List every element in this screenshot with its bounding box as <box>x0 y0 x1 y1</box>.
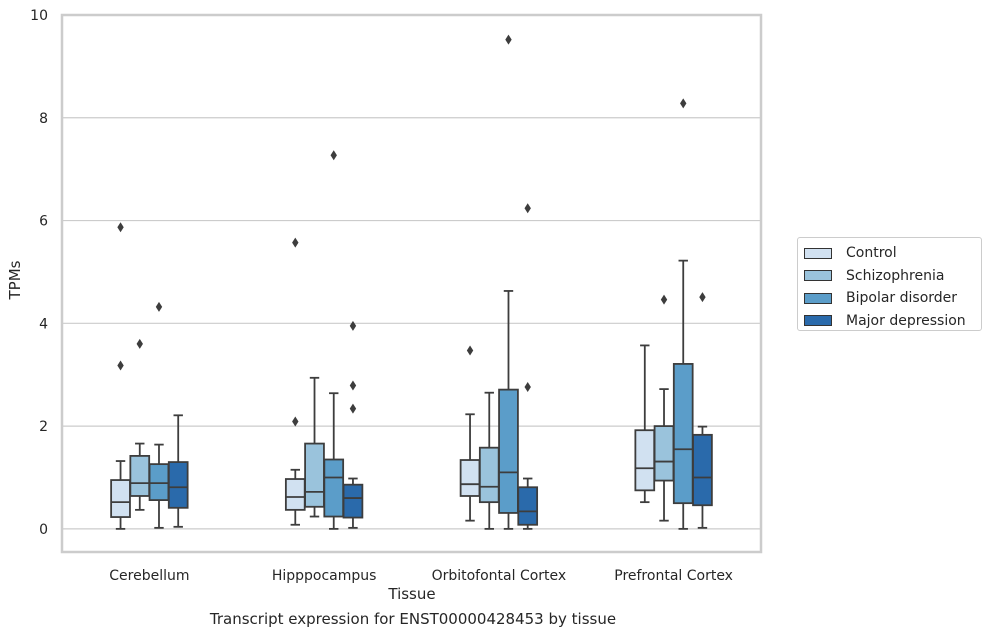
y-tick-label: 2 <box>39 419 48 435</box>
outlier-point <box>524 382 531 393</box>
legend-label: Schizophrenia <box>846 267 945 284</box>
box-body <box>167 461 189 509</box>
outlier-point <box>505 34 512 45</box>
box-major-depression <box>342 320 364 529</box>
legend-swatch <box>804 270 832 282</box>
box-schizophrenia <box>129 338 151 511</box>
x-tick-label: Cerebellum <box>109 568 189 584</box>
legend-item: Bipolar disorder <box>804 287 981 310</box>
box-bipolar-disorder <box>672 98 694 530</box>
legend-item: Schizophrenia <box>804 265 981 288</box>
box-body <box>110 479 131 518</box>
box-body <box>478 446 500 504</box>
x-axis-label: Tissue <box>387 585 435 603</box>
legend-label: Bipolar disorder <box>846 290 958 307</box>
y-tick-label: 6 <box>39 214 48 230</box>
box-body <box>672 363 694 505</box>
outlier-point <box>330 150 337 161</box>
y-tick-label: 8 <box>39 111 48 127</box>
outlier-point <box>466 345 474 356</box>
x-tick-label: Orbitofontal Cortex <box>432 568 567 584</box>
box-major-depression <box>692 292 713 529</box>
outlier-point <box>349 403 357 414</box>
box-schizophrenia <box>653 294 675 522</box>
box-body <box>634 429 656 492</box>
box-plot-series <box>110 34 713 530</box>
box-bipolar-disorder <box>498 34 519 530</box>
box-control <box>110 222 131 530</box>
box-body <box>284 478 306 511</box>
outlier-point <box>349 320 357 331</box>
y-tick-label: 4 <box>39 316 48 332</box>
chart-legend: Control Schizophrenia Bipolar disorder Majo… <box>797 237 982 331</box>
outlier-point <box>136 338 143 349</box>
legend-swatch <box>804 292 832 304</box>
outlier-point <box>117 222 124 233</box>
box-body <box>304 442 325 508</box>
box-body <box>129 455 151 497</box>
box-major-depression <box>167 414 189 528</box>
legend-label: Control <box>846 245 897 262</box>
y-tick-labels: 0 2 4 6 8 10 <box>30 8 48 538</box>
x-tick-labels: Cerebellum Hipppocampus Orbitofontal Corte… <box>109 568 733 584</box>
outlier-point <box>660 294 668 305</box>
y-tick-label: 10 <box>30 8 48 24</box>
outlier-point <box>117 360 124 371</box>
box-control <box>459 345 481 522</box>
outlier-point <box>349 380 357 391</box>
legend-item: Major depression <box>804 310 981 333</box>
box-control <box>634 344 656 504</box>
legend-label: Major depression <box>846 312 966 329</box>
box-schizophrenia <box>478 391 500 530</box>
outlier-point <box>524 203 531 214</box>
box-body <box>342 483 364 519</box>
box-major-depression <box>517 203 539 530</box>
y-axis-label: TPMs <box>6 260 24 300</box>
box-body <box>323 458 345 518</box>
outlier-point <box>680 98 687 109</box>
box-body <box>653 425 675 482</box>
box-body <box>498 388 519 514</box>
legend-swatch <box>804 315 832 327</box>
box-bipolar-disorder <box>148 301 170 529</box>
box-schizophrenia <box>304 376 325 518</box>
box-body <box>148 463 170 501</box>
outlier-point <box>155 301 163 312</box>
y-tick-label: 0 <box>39 522 48 538</box>
legend-item: Control <box>804 242 981 265</box>
x-tick-label: Hipppocampus <box>272 568 377 584</box>
plot-frame <box>60 13 763 554</box>
box-control <box>284 237 306 526</box>
box-body <box>692 433 713 507</box>
box-bipolar-disorder <box>323 150 345 530</box>
outlier-point <box>292 416 299 427</box>
box-body <box>517 486 539 526</box>
box-body <box>459 459 481 497</box>
chart-caption: Transcript expression for ENST0000042845… <box>209 610 617 628</box>
outlier-point <box>292 237 299 248</box>
legend-swatch <box>804 247 832 259</box>
outlier-point <box>699 292 706 303</box>
x-tick-label: Prefrontal Cortex <box>614 568 733 584</box>
